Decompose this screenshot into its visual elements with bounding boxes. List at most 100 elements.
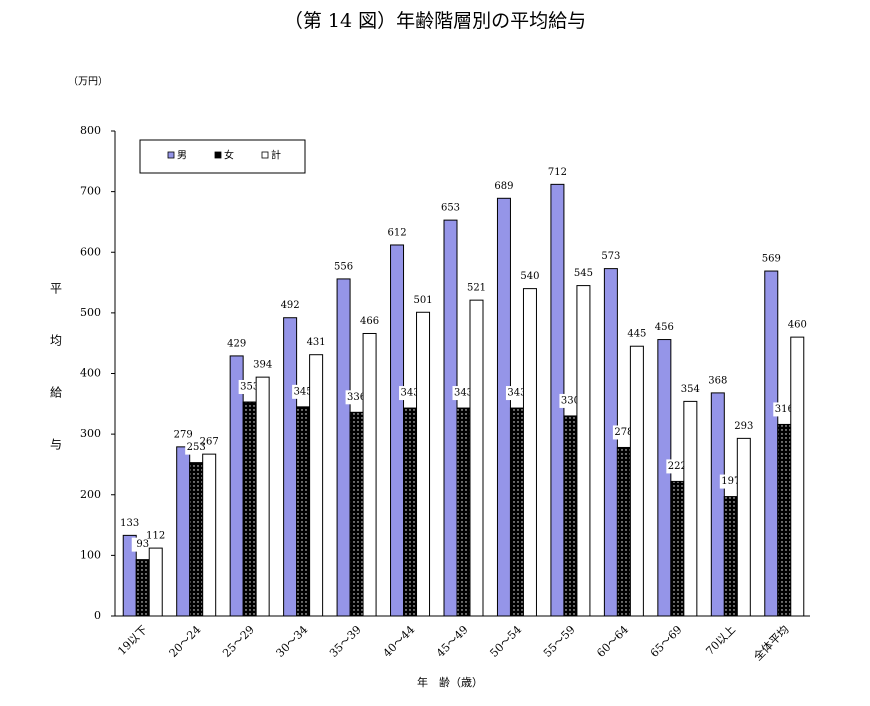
value-label-box [719, 474, 742, 489]
value-label: 429 [227, 338, 246, 349]
value-label: 653 [441, 203, 460, 214]
bar [416, 311, 431, 617]
value-label-box [773, 402, 796, 417]
value-label-box [131, 537, 154, 552]
value-label: 492 [281, 300, 300, 311]
bar [683, 400, 698, 617]
y-tick-label: 600 [80, 245, 101, 258]
bar [509, 407, 524, 617]
bar [777, 423, 792, 617]
bar [336, 278, 351, 617]
value-label: 316 [775, 404, 794, 415]
value-label: 556 [334, 261, 353, 272]
value-label: 345 [294, 386, 313, 397]
y-tick-label: 200 [80, 488, 101, 501]
value-label: 222 [668, 461, 687, 472]
bar [255, 376, 270, 617]
value-label-box [238, 379, 261, 394]
bar [657, 339, 672, 617]
value-label: 293 [734, 421, 753, 432]
value-label: 343 [400, 388, 419, 399]
bar [456, 407, 471, 617]
value-label: 343 [507, 388, 526, 399]
bar [296, 406, 311, 617]
x-axis-label: 年 齢（歳） [417, 675, 483, 689]
bar [229, 355, 244, 617]
bar [148, 547, 163, 617]
value-label: 612 [387, 227, 406, 238]
y-tick-label: 100 [80, 548, 101, 561]
x-tick-label: 35～39 [327, 623, 364, 660]
value-label: 353 [240, 381, 259, 392]
bar [576, 285, 591, 617]
x-tick-label: 25～29 [220, 623, 257, 660]
value-label: 545 [574, 268, 593, 279]
value-label: 501 [413, 295, 432, 306]
bar [629, 345, 644, 617]
value-label-box [292, 384, 315, 399]
y-tick-label: 0 [94, 609, 101, 622]
bar [362, 332, 377, 617]
legend-swatch [261, 151, 269, 159]
value-label: 573 [601, 251, 620, 262]
x-tick-label: 60～64 [594, 623, 631, 660]
x-tick-label: 50～54 [487, 623, 524, 660]
bar [390, 244, 405, 617]
value-label-box [399, 386, 422, 401]
value-label: 460 [788, 320, 807, 331]
bar [202, 453, 217, 617]
bar [176, 446, 191, 617]
value-label: 569 [762, 254, 781, 265]
bar [349, 411, 364, 617]
legend-label: 計 [271, 149, 281, 162]
bar [670, 480, 685, 617]
y-tick-label: 700 [80, 185, 101, 198]
value-label: 431 [307, 337, 326, 348]
value-label: 354 [681, 384, 700, 395]
x-tick-label: 40～44 [381, 623, 418, 660]
unit-label: （万円） [68, 76, 108, 88]
value-label: 343 [454, 388, 473, 399]
value-label-box [505, 386, 528, 401]
value-label: 112 [146, 531, 165, 542]
bar [242, 401, 257, 617]
x-tick-label: 20～24 [167, 623, 204, 660]
value-label: 368 [708, 375, 727, 386]
bar [710, 392, 725, 617]
bar [189, 462, 204, 617]
value-label: 267 [200, 437, 219, 448]
x-tick-label: 45～49 [434, 623, 471, 660]
value-label: 689 [494, 181, 513, 192]
chart-title: （第 14 図）年齢階層別の平均給与 [284, 10, 586, 32]
value-label-box [612, 425, 635, 440]
legend-swatch [214, 151, 222, 159]
value-label: 445 [627, 329, 646, 340]
y-tick-label: 500 [80, 306, 101, 319]
y-tick-label: 300 [80, 427, 101, 440]
bar [790, 336, 805, 617]
bar [283, 317, 298, 617]
legend-label: 男 [177, 150, 187, 162]
value-label: 253 [187, 442, 206, 453]
value-label-box [559, 393, 582, 408]
value-label-box [345, 390, 368, 405]
legend-label: 女 [224, 149, 234, 162]
x-tick-label: 65～69 [648, 623, 685, 660]
x-tick-label: 19以下 [115, 623, 150, 658]
bar [469, 299, 484, 617]
bar [309, 354, 324, 617]
x-tick-label: 55～59 [541, 623, 578, 660]
value-label-box [666, 459, 689, 474]
y-tick-label: 400 [80, 367, 101, 380]
bar [522, 288, 537, 617]
bar [403, 407, 418, 617]
value-label: 279 [174, 429, 193, 440]
legend-swatch [167, 151, 175, 159]
value-label: 712 [548, 167, 567, 178]
value-label: 336 [347, 392, 366, 403]
value-label-box [185, 440, 208, 455]
y-tick-label: 800 [80, 124, 101, 137]
value-label: 521 [467, 283, 486, 294]
legend-box [139, 139, 306, 174]
